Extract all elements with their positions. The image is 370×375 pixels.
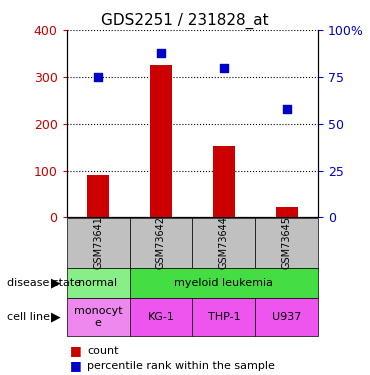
Text: count: count [87, 346, 118, 355]
Text: disease state: disease state [7, 278, 81, 288]
Text: ■: ■ [70, 344, 82, 357]
Text: ▶: ▶ [51, 277, 61, 290]
Text: monocyt
e: monocyt e [74, 306, 122, 328]
Text: GSM73642: GSM73642 [156, 216, 166, 269]
Point [158, 50, 164, 55]
Text: myeloid leukemia: myeloid leukemia [174, 278, 273, 288]
Point [95, 74, 101, 80]
Text: GSM73644: GSM73644 [219, 216, 229, 269]
Text: KG-1: KG-1 [148, 312, 174, 322]
Text: THP-1: THP-1 [208, 312, 240, 322]
Text: ■: ■ [70, 359, 82, 372]
Text: GDS2251 / 231828_at: GDS2251 / 231828_at [101, 13, 269, 29]
Bar [87, 175, 109, 217]
Text: cell line: cell line [7, 312, 50, 322]
Text: percentile rank within the sample: percentile rank within the sample [87, 361, 275, 370]
Bar [150, 65, 172, 218]
Point [284, 106, 290, 112]
Text: ▶: ▶ [51, 310, 61, 323]
Text: U937: U937 [272, 312, 302, 322]
Text: GSM73645: GSM73645 [282, 216, 292, 269]
Bar [276, 207, 298, 218]
Text: GSM73641: GSM73641 [93, 216, 103, 269]
Text: normal: normal [78, 278, 118, 288]
Point [221, 64, 227, 70]
Bar [213, 146, 235, 218]
